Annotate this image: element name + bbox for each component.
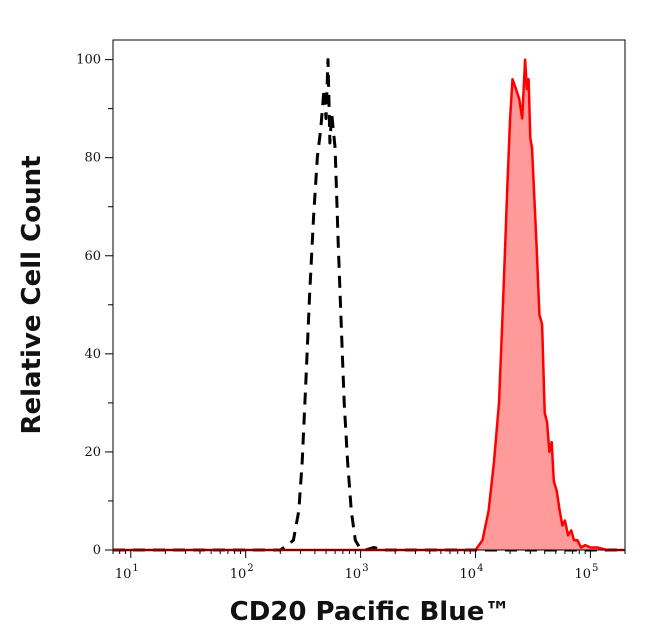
x-tick-label: 103 [345, 563, 369, 582]
y-tick-label: 80 [84, 151, 101, 166]
x-tick-label: 102 [230, 563, 254, 582]
x-axis: 101 102 103 104 105 [112, 549, 626, 582]
y-axis: 0 20 40 60 80 100 [76, 40, 114, 558]
series-1-line [113, 58, 625, 552]
y-tick-label: 40 [84, 347, 101, 362]
x-tick-label: 104 [460, 563, 484, 582]
series-2-line [113, 58, 625, 552]
x-axis-label: CD20 Pacific Blue™ [230, 597, 511, 627]
series-layer [113, 58, 625, 552]
x-tick-label: 101 [115, 563, 139, 582]
x-tick-label: 105 [574, 563, 598, 582]
y-tick-label: 60 [84, 249, 101, 264]
y-tick-label: 20 [84, 445, 101, 460]
y-tick-label: 100 [76, 53, 101, 68]
y-tick-label: 0 [93, 543, 101, 558]
y-axis-label: Relative Cell Count [17, 155, 47, 434]
series-2-area [113, 59, 625, 550]
